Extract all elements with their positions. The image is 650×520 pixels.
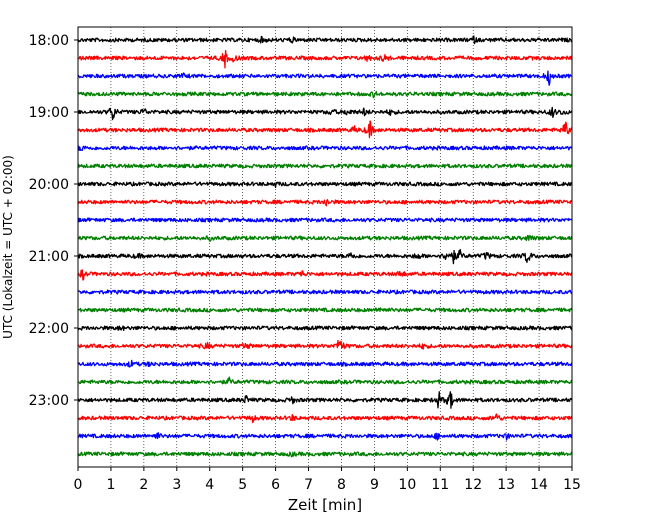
plot-frame	[77, 26, 573, 468]
x-tick-label-6: 6	[271, 477, 280, 493]
y-axis-label: UTC (Lokalzeit = UTC + 02:00)	[1, 155, 15, 339]
trace-1915	[77, 120, 573, 139]
trace-2330	[77, 432, 573, 441]
trace-1845	[77, 90, 573, 99]
x-tick-label-12: 12	[464, 477, 482, 493]
trace-2045	[77, 234, 573, 242]
x-tick-label-0: 0	[74, 477, 83, 493]
trace-2130	[77, 289, 573, 295]
trace-2345	[77, 451, 573, 458]
x-tick-label-8: 8	[337, 477, 346, 493]
trace-2200	[77, 325, 573, 332]
trace-2015	[77, 199, 573, 207]
trace-2145	[77, 307, 573, 313]
x-tick-label-5: 5	[238, 477, 247, 493]
x-axis-ticks: 0 1 2 3 4 5 6 7 8 9 10 11 12 13 14 15	[74, 467, 581, 493]
x-tick-label-14: 14	[530, 477, 548, 493]
trace-1900	[77, 106, 573, 121]
x-tick-label-10: 10	[398, 477, 416, 493]
y-tick-label-2300: 23:00	[29, 393, 69, 409]
x-tick-label-2: 2	[139, 477, 148, 493]
trace-2115	[77, 269, 573, 281]
x-axis-label: Zeit [min]	[288, 496, 362, 514]
y-axis-ticks: 18:00 19:00 20:00 21:00 22:00 23:00	[29, 33, 78, 409]
x-tick-label-9: 9	[370, 477, 379, 493]
y-tick-label-2100: 21:00	[29, 249, 69, 265]
trace-2230	[77, 359, 573, 368]
y-tick-label-1800: 18:00	[29, 33, 69, 49]
trace-2100	[77, 248, 573, 265]
x-tick-label-1: 1	[106, 477, 115, 493]
vertical-gridlines	[110, 27, 540, 467]
x-tick-label-4: 4	[205, 477, 214, 493]
x-tick-label-13: 13	[497, 477, 515, 493]
trace-1830	[77, 70, 573, 86]
seismic-traces	[77, 35, 573, 458]
trace-1930	[77, 145, 573, 151]
trace-2215	[77, 339, 573, 350]
trace-2315	[77, 413, 573, 424]
y-tick-label-2200: 22:00	[29, 321, 69, 337]
y-tick-label-1900: 19:00	[29, 105, 69, 121]
x-tick-label-11: 11	[431, 477, 449, 493]
trace-1945	[77, 163, 573, 169]
x-tick-label-3: 3	[172, 477, 181, 493]
trace-2245	[77, 376, 573, 385]
trace-1800	[77, 35, 573, 45]
y-tick-label-2000: 20:00	[29, 177, 69, 193]
x-tick-label-15: 15	[563, 477, 581, 493]
x-tick-label-7: 7	[304, 477, 313, 493]
trace-2000	[77, 181, 573, 188]
trace-1815	[77, 49, 573, 69]
trace-2300	[77, 391, 573, 409]
trace-2030	[77, 217, 573, 223]
